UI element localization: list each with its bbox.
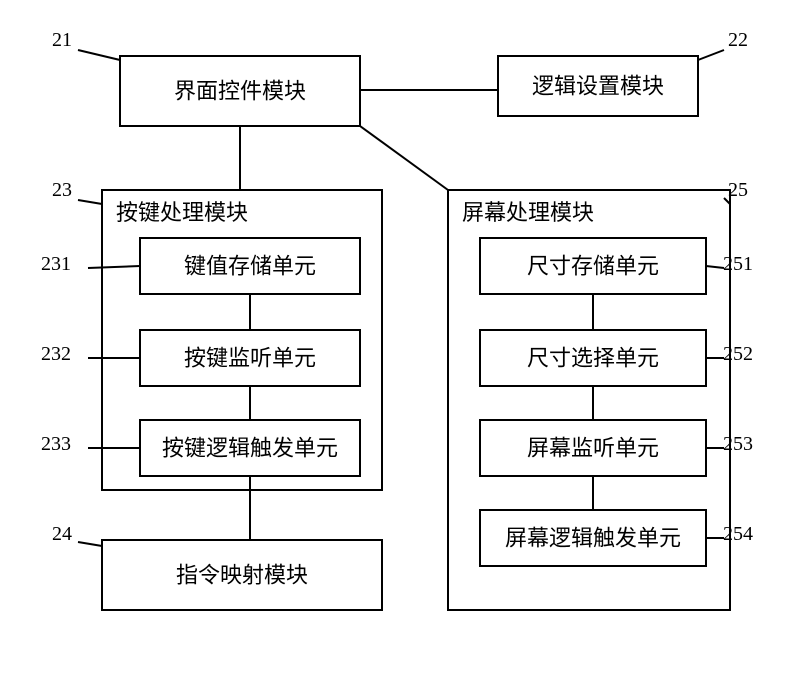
node-label-n233: 按键逻辑触发单元 (162, 436, 338, 461)
ref-num-n21: 21 (52, 29, 72, 51)
ref-num-n254: 254 (723, 523, 753, 545)
ref-num-n23: 23 (52, 179, 72, 201)
node-label-n252: 尺寸选择单元 (527, 346, 659, 371)
ref-num-n232: 232 (41, 343, 71, 365)
node-label-n24: 指令映射模块 (176, 563, 308, 588)
ref-num-n24: 24 (52, 523, 72, 545)
node-label-n253: 屏幕监听单元 (527, 436, 659, 461)
callout-line-n22 (698, 50, 724, 60)
ref-num-n252: 252 (723, 343, 753, 365)
node-label-n232: 按键监听单元 (184, 346, 316, 371)
connector (360, 126, 448, 190)
callout-line-n21 (78, 50, 120, 60)
node-label-n22: 逻辑设置模块 (532, 74, 664, 99)
node-label-n21: 界面控件模块 (174, 79, 306, 104)
node-label-n23: 按键处理模块 (116, 200, 248, 225)
ref-num-n233: 233 (41, 433, 71, 455)
callout-line-n24 (78, 542, 102, 546)
ref-num-n25: 25 (728, 179, 748, 201)
callout-line-n23 (78, 200, 102, 204)
ref-num-n22: 22 (728, 29, 748, 51)
node-label-n231: 键值存储单元 (184, 254, 316, 279)
node-label-n254: 屏幕逻辑触发单元 (505, 526, 681, 551)
node-label-n251: 尺寸存储单元 (527, 254, 659, 279)
node-label-n25: 屏幕处理模块 (462, 200, 594, 225)
diagram-canvas: 按键处理模块 屏幕处理模块 界面控件模块 逻辑设置模块键值存储单元按键监听单元按键逻辑… (0, 0, 800, 674)
ref-num-n231: 231 (41, 253, 71, 275)
ref-num-n253: 253 (723, 433, 753, 455)
ref-num-n251: 251 (723, 253, 753, 275)
